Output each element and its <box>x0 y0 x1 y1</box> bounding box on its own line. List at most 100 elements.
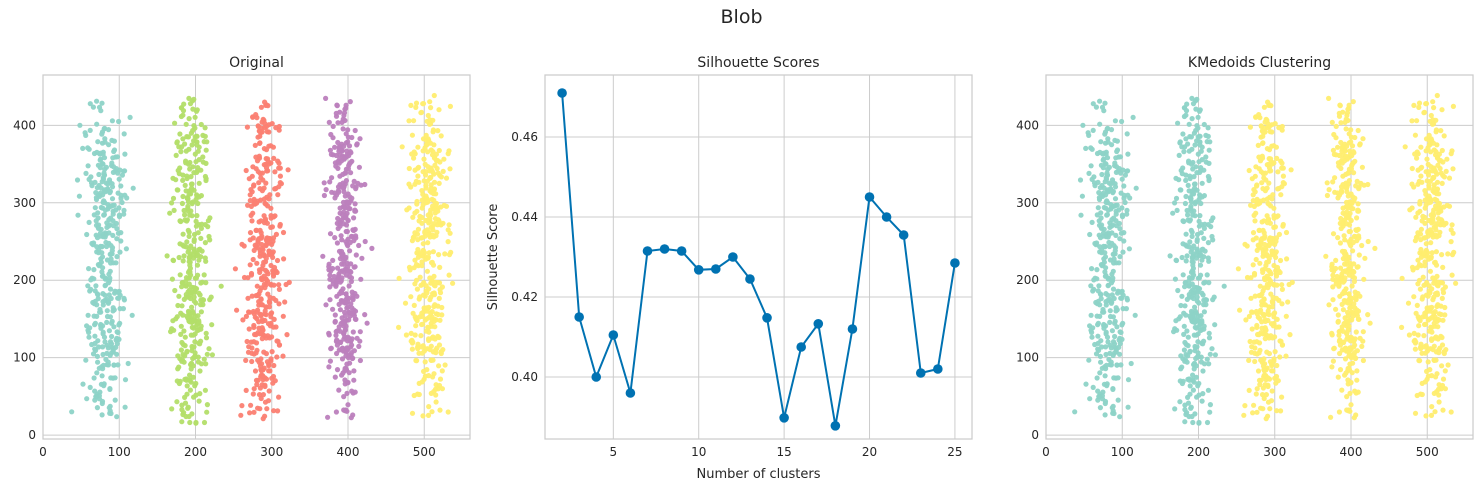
scatter-point <box>1101 325 1107 331</box>
scatter-point <box>1201 302 1207 308</box>
scatter-point <box>1248 202 1254 208</box>
scatter-point <box>323 187 329 193</box>
scatter-point <box>257 406 263 412</box>
scatter-point <box>1088 312 1094 318</box>
scatter-point <box>1119 322 1125 328</box>
scatter-point <box>99 412 105 418</box>
scatter-point <box>1261 230 1267 236</box>
scatter-point <box>1271 262 1277 269</box>
scatter-point <box>435 128 441 134</box>
scatter-point <box>191 123 197 129</box>
scatter-point <box>332 374 338 380</box>
scatter-point <box>1190 262 1196 268</box>
scatter-point <box>271 408 277 414</box>
scatter-point <box>180 193 186 200</box>
scatter-point <box>340 199 347 205</box>
scatter-point <box>276 394 282 400</box>
scatter-point <box>195 230 201 236</box>
scatter-point <box>1183 341 1189 348</box>
scatter-point <box>96 182 102 189</box>
scatter-point <box>427 99 433 105</box>
scatter-point <box>1190 166 1196 172</box>
scatter-point <box>198 225 204 231</box>
scatter-point <box>104 350 110 356</box>
scatter-point <box>1431 207 1437 213</box>
scatter-point <box>189 142 195 148</box>
scatter-point <box>258 395 264 402</box>
scatter-point <box>1246 167 1252 174</box>
scatter-point <box>1433 334 1439 340</box>
scatter-point <box>1429 325 1435 331</box>
scatter-point <box>413 316 419 322</box>
scatter-point <box>425 412 432 418</box>
scatter-point <box>1326 95 1332 101</box>
scatter-point <box>1336 332 1342 338</box>
scatter-point <box>1333 306 1339 312</box>
scatter-point <box>1353 227 1359 233</box>
scatter-point <box>189 411 195 417</box>
scatter-point <box>1422 188 1428 194</box>
scatter-point <box>1088 145 1094 151</box>
scatter-point <box>175 302 181 309</box>
scatter-point <box>432 216 439 222</box>
scatter-point <box>1103 331 1109 337</box>
scatter-point <box>326 119 332 125</box>
scatter-point <box>94 405 100 411</box>
scatter-point <box>1191 174 1197 180</box>
scatter-point <box>1435 302 1441 308</box>
scatter-point <box>193 380 199 387</box>
scatter-point <box>173 152 179 158</box>
scatter-point <box>332 312 338 318</box>
scatter-point <box>86 334 92 340</box>
scatter-point <box>1192 201 1198 207</box>
scatter-point <box>254 260 260 266</box>
scatter-point <box>185 203 191 209</box>
scatter-point <box>1199 318 1205 324</box>
scatter-point <box>92 205 98 211</box>
scatter-point <box>413 277 420 283</box>
scatter-point <box>325 414 331 420</box>
scatter-point <box>335 225 341 232</box>
scatter-point <box>260 392 266 398</box>
scatter-point <box>1260 170 1266 177</box>
scatter-point <box>1089 219 1095 225</box>
scatter-point <box>1101 259 1107 265</box>
scatter-point <box>1344 394 1350 400</box>
scatter-point <box>272 186 278 192</box>
scatter-point <box>256 180 262 186</box>
scatter-point <box>281 256 287 262</box>
scatter-point <box>339 237 345 243</box>
scatter-point <box>1172 326 1178 332</box>
scatter-point <box>96 104 103 110</box>
scatter-point <box>177 272 183 278</box>
scatter-point <box>266 388 272 394</box>
scatter-point <box>406 181 412 187</box>
scatter-point <box>1252 173 1258 179</box>
scatter-point <box>191 294 197 300</box>
scatter-point <box>1184 328 1190 334</box>
scatter-point <box>1096 218 1102 224</box>
scatter-point <box>1197 133 1203 139</box>
scatter-point <box>1419 164 1425 170</box>
scatter-point <box>266 361 272 367</box>
scatter-point <box>183 160 189 166</box>
scatter-point <box>420 202 426 208</box>
scatter-point <box>327 272 333 278</box>
scatter-point <box>1197 193 1203 199</box>
scatter-point <box>1177 139 1183 145</box>
scatter-point <box>442 362 448 368</box>
scatter-point <box>1127 195 1133 201</box>
scatter-point <box>1120 249 1126 255</box>
scatter-point <box>1355 264 1361 270</box>
scatter-point <box>179 284 185 290</box>
scatter-point <box>347 206 353 212</box>
scatter-point <box>256 236 262 242</box>
scatter-point <box>428 147 434 153</box>
scatter-point <box>262 125 268 131</box>
scatter-point <box>181 101 187 107</box>
scatter-point <box>95 359 101 365</box>
scatter-point <box>264 129 270 135</box>
scatter-point <box>164 253 170 259</box>
scatter-point <box>1210 297 1216 303</box>
scatter-point <box>1353 355 1359 361</box>
